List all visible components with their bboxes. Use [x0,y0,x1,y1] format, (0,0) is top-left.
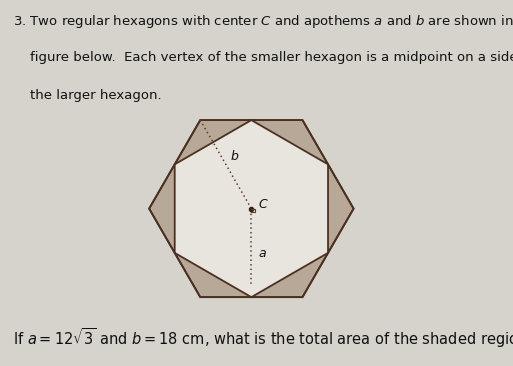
Polygon shape [149,120,353,297]
Text: a: a [259,247,266,259]
Text: 3. Two regular hexagons with center $C$ and apothems $a$ and $b$ are shown in th: 3. Two regular hexagons with center $C$ … [13,13,513,30]
Text: b: b [231,150,239,163]
Text: the larger hexagon.: the larger hexagon. [13,89,162,102]
Polygon shape [175,120,328,297]
Text: figure below.  Each vertex of the smaller hexagon is a midpoint on a side of: figure below. Each vertex of the smaller… [13,51,513,64]
Text: C: C [259,198,267,211]
Text: If $a = 12\sqrt{3}$ and $b = 18$ cm, what is the total area of the shaded region: If $a = 12\sqrt{3}$ and $b = 18$ cm, wha… [13,326,513,350]
